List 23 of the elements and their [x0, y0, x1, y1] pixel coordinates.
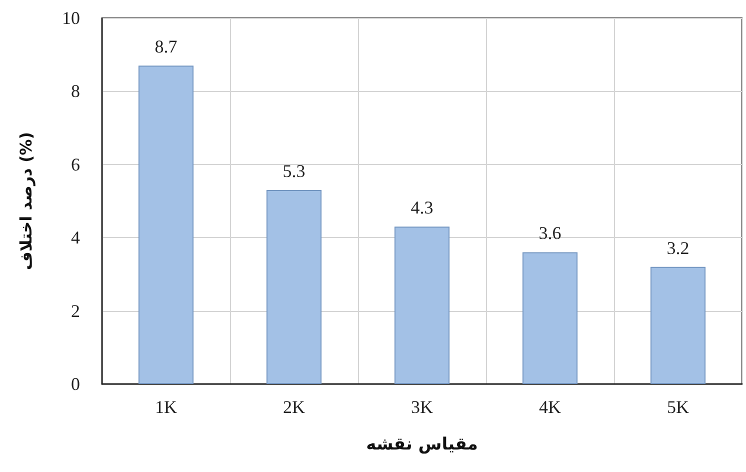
y-tick-label: 10 — [62, 8, 80, 28]
x-tick-label: 1K — [155, 397, 177, 417]
y-tick-label: 0 — [71, 374, 80, 394]
y-tick-label: 2 — [71, 300, 80, 321]
x-tick-label: 5K — [667, 397, 689, 417]
data-label: 8.7 — [154, 36, 178, 57]
data-label: 3.2 — [666, 238, 690, 258]
y-tick-label: 4 — [71, 228, 80, 248]
x-axis-title: مقیاس نقشه — [366, 434, 478, 454]
bar — [266, 190, 322, 384]
y-tick-label: 8 — [71, 81, 80, 102]
y-tick-label: 6 — [71, 154, 80, 174]
bar — [522, 252, 578, 384]
bar — [650, 266, 706, 384]
y-axis-title: درصد اختلاف (%) — [16, 132, 36, 270]
bar — [138, 66, 194, 384]
bar — [394, 226, 450, 384]
data-label: 3.6 — [538, 223, 562, 244]
data-label: 5.3 — [282, 161, 306, 182]
x-tick-label: 4K — [539, 397, 561, 417]
x-tick-label: 3K — [411, 397, 433, 417]
x-tick-label: 2K — [283, 397, 305, 417]
data-label: 4.3 — [410, 198, 434, 218]
